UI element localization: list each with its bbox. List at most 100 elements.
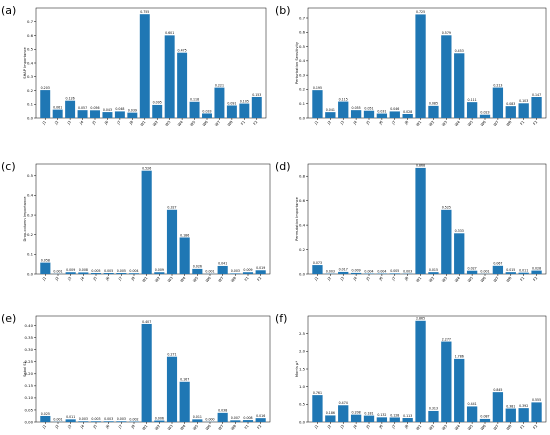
x-tick-label: J2 [54, 424, 60, 430]
x-tick-label: J2 [326, 276, 332, 282]
x-tick-label: W2 [154, 424, 161, 431]
bar-w4 [179, 237, 190, 274]
bar-j4 [78, 272, 89, 274]
value-label: 0.057 [78, 106, 87, 110]
value-label: 0.118 [190, 98, 199, 102]
value-label: 2.865 [416, 317, 425, 321]
y-tick-label: 0.4 [27, 193, 34, 198]
value-label: 0.087 [480, 415, 489, 419]
bar-w2 [428, 410, 439, 422]
bar-w4 [179, 381, 190, 422]
x-tick-label: J4 [352, 424, 358, 430]
value-label: 0.055 [352, 106, 361, 110]
x-tick-label: W6 [480, 276, 487, 284]
bar-w7 [492, 265, 504, 274]
bar-j6 [376, 113, 388, 118]
bar-j5 [363, 415, 375, 422]
value-label: 0.002 [129, 417, 138, 421]
value-label: 0.067 [493, 262, 502, 266]
y-tick-label: 0.20 [25, 371, 34, 376]
x-tick-label: W5 [192, 424, 199, 431]
x-tick-label: F1 [240, 120, 246, 126]
y-tick-label: 0.40 [25, 323, 34, 328]
x-tick-label: J2 [54, 276, 60, 282]
value-label: 0.058 [41, 258, 50, 262]
x-tick-label: J5 [365, 120, 371, 126]
x-tick-label: W1 [140, 120, 147, 127]
bar-w8 [230, 273, 241, 274]
chart-panel-4: (d) Permutation Importance 0.0 0.2 0.4 0.6 0.8… [275, 160, 547, 284]
value-label: 0.005 [117, 269, 126, 273]
x-tick-label: J1 [313, 424, 319, 430]
x-tick-label: F2 [257, 424, 263, 430]
value-label: 0.128 [390, 413, 399, 417]
bar-w3 [166, 356, 178, 422]
x-tick-label: J7 [116, 120, 122, 126]
y-tick-label: 0.0 [299, 271, 306, 276]
bar-j4 [350, 272, 362, 274]
value-label: 0.003 [79, 417, 88, 421]
value-label: 0.147 [532, 93, 541, 97]
bar-w6 [202, 113, 212, 118]
value-label: 0.111 [468, 98, 477, 102]
bar-j1 [312, 395, 323, 422]
y-axis-label: SHAP Importance [23, 47, 27, 79]
y-tick-label: 0.3 [27, 212, 34, 217]
panel-label: (f) [275, 312, 287, 325]
value-label: 0.001 [480, 270, 489, 274]
bar-w7 [492, 392, 504, 422]
x-tick-label: J4 [352, 120, 358, 126]
bar-j6 [103, 421, 114, 422]
bar-j7 [116, 421, 127, 422]
x-tick-label: W3 [441, 120, 448, 127]
x-tick-label: J7 [117, 276, 123, 282]
y-tick-label: 0.2 [299, 87, 306, 92]
y-tick-label: 0.0 [27, 271, 34, 276]
value-label: 0.868 [416, 164, 425, 168]
x-tick-label: J7 [117, 424, 123, 430]
value-label: 0.755 [140, 10, 149, 14]
x-tick-label: W5 [467, 424, 474, 431]
chart-panel-3: (c) Drop-column Importance 0.0 0.1 0.2 0.3 0.4… [1, 160, 271, 283]
value-label: 0.167 [180, 378, 189, 382]
bar-w5 [466, 406, 478, 422]
x-tick-label: W4 [180, 424, 187, 432]
value-label: 0.011 [193, 415, 202, 419]
x-tick-label: F1 [520, 424, 526, 430]
x-tick-label: J6 [103, 120, 109, 126]
bar-j7 [389, 273, 400, 274]
value-label: 0.095 [153, 101, 162, 105]
y-axis-label: Morris μ* [295, 361, 299, 377]
x-tick-label: W1 [416, 424, 423, 431]
x-tick-label: W5 [192, 276, 199, 283]
x-tick-label: W3 [167, 424, 174, 431]
bar-j6 [102, 112, 113, 118]
y-tick-label: 0.35 [25, 335, 34, 340]
value-label: 0.453 [455, 49, 464, 53]
x-tick-label: J6 [378, 424, 384, 430]
y-tick-label: 1.0 [299, 384, 306, 389]
value-label: 0.031 [377, 109, 386, 113]
x-tick-label: J6 [105, 424, 111, 430]
bar-w3 [166, 209, 178, 274]
x-tick-label: F1 [244, 276, 250, 282]
value-label: 0.009 [155, 268, 164, 272]
x-tick-label: W7 [493, 424, 500, 431]
value-label: 0.213 [493, 83, 502, 87]
bar-w8 [505, 272, 516, 274]
x-tick-label: W5 [467, 120, 474, 127]
y-tick-label: 1.5 [299, 366, 306, 371]
value-label: 0.015 [429, 268, 438, 272]
axes-frame [35, 163, 271, 275]
x-tick-label: W5 [467, 276, 474, 283]
x-tick-label: W6 [480, 120, 487, 128]
value-label: 0.407 [142, 320, 151, 324]
bar-w4 [454, 233, 465, 274]
bar-j1 [312, 90, 323, 118]
bar-w5 [189, 101, 200, 118]
bar-w6 [479, 114, 491, 118]
bar-f1 [239, 103, 250, 118]
value-label: 0.003 [91, 417, 100, 421]
bar-w4 [454, 358, 465, 422]
